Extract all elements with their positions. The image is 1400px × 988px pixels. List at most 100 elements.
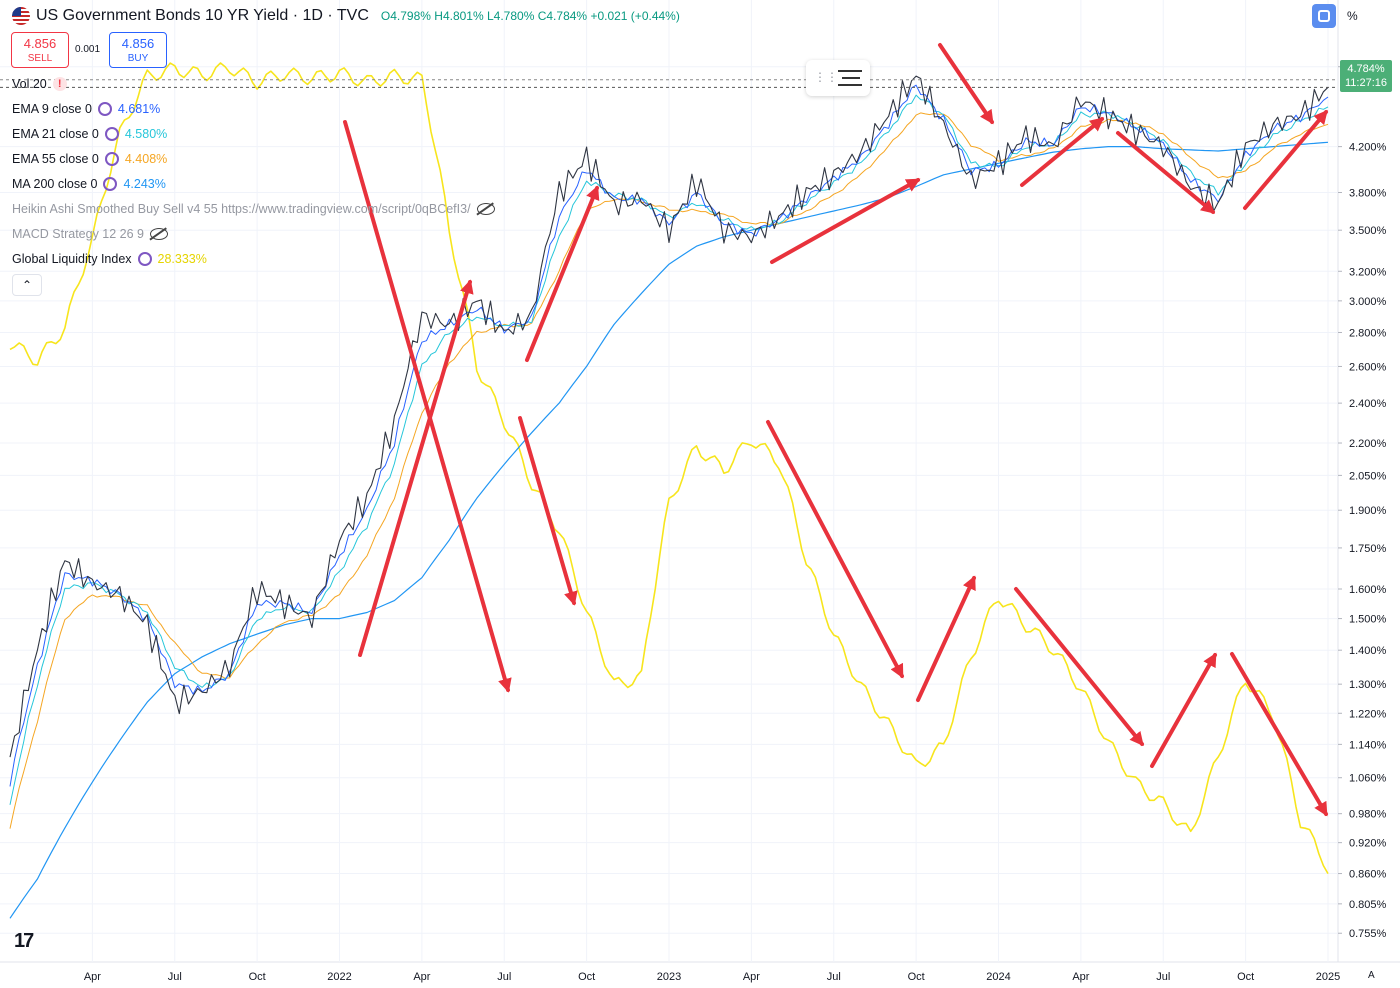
open-value: O4.798%: [380, 9, 431, 23]
series-layer: [0, 62, 1338, 919]
y-tick-label: 1.500%: [1349, 614, 1387, 626]
y-tick-label: 2.600%: [1349, 361, 1387, 373]
legend-macd[interactable]: MACD Strategy 12 26 9: [12, 227, 169, 241]
ma200-series: [9, 141, 1329, 919]
y-tick-label: 2.050%: [1349, 470, 1387, 482]
y-tick-label: 0.755%: [1349, 928, 1387, 940]
warning-icon[interactable]: !: [52, 77, 67, 91]
annotation-arrow: [770, 178, 921, 264]
object-tree-icon[interactable]: [838, 70, 862, 86]
ema9-series: [9, 84, 1329, 787]
low-value: L4.780%: [487, 9, 535, 23]
y-tick-label: 1.750%: [1349, 543, 1387, 555]
x-tick-label: Oct: [1237, 971, 1254, 983]
scale-mode-button[interactable]: [1312, 4, 1336, 28]
ema9-label: EMA 9 close 0: [12, 102, 92, 116]
annotation-arrow: [1014, 587, 1144, 747]
buy-price: 4.856: [121, 36, 155, 51]
sell-button[interactable]: 4.856 SELL: [11, 32, 69, 68]
annotation-arrow: [938, 43, 994, 125]
y-tick-label: 3.000%: [1349, 296, 1387, 308]
hidden-eye-icon[interactable]: [150, 228, 169, 240]
bar-countdown: 11:27:16: [1344, 77, 1387, 89]
y-tick-label: 2.200%: [1349, 438, 1387, 450]
last-price-value: 4.784%: [1347, 63, 1385, 75]
drag-handle-icon[interactable]: ⋮⋮: [814, 70, 838, 84]
x-tick-label: 2023: [657, 971, 681, 983]
y-tick-label: 3.500%: [1349, 225, 1387, 237]
annotation-arrow: [1243, 109, 1328, 210]
refresh-icon[interactable]: [103, 177, 118, 191]
annotation-arrow: [358, 279, 474, 657]
annotation-arrows: [343, 43, 1328, 817]
ema21-value: 4.580%: [124, 127, 168, 141]
hidden-eye-icon[interactable]: [476, 203, 495, 215]
auto-scale-button[interactable]: A: [1368, 970, 1375, 981]
ma200-value: 4.243%: [123, 177, 166, 191]
legend-ema9[interactable]: EMA 9 close 0 4.681%: [12, 102, 160, 116]
refresh-icon[interactable]: [97, 102, 112, 116]
ema55-value: 4.408%: [124, 152, 168, 166]
y-tick-label: 0.805%: [1349, 899, 1387, 911]
ema55-series: [9, 112, 1329, 829]
x-tick-label: Apr: [84, 971, 101, 983]
ma200-label: MA 200 close 0: [12, 177, 98, 191]
legend-ema21[interactable]: EMA 21 close 0 4.580%: [12, 127, 167, 141]
floating-toolbar[interactable]: ⋮⋮: [806, 60, 870, 96]
y-tick-label: 4.200%: [1349, 142, 1387, 154]
x-tick-label: Jul: [168, 971, 182, 983]
y-tick-label: 0.920%: [1349, 838, 1387, 850]
sell-label: SELL: [27, 53, 53, 64]
y-tick-label: 0.860%: [1349, 869, 1387, 881]
gli-label: Global Liquidity Index: [12, 252, 132, 266]
annotation-arrow: [1020, 117, 1105, 187]
legend-vol[interactable]: Vol 20 !: [12, 77, 67, 91]
annotation-arrow: [1230, 652, 1328, 817]
high-value: H4.801%: [434, 9, 484, 23]
price-scale[interactable]: 5.000%4.200%3.800%3.500%3.200%3.000%2.80…: [1338, 62, 1387, 941]
gli-value: 28.333%: [157, 252, 207, 266]
y-tick-label: 1.220%: [1349, 708, 1387, 720]
y-tick-label: 0.980%: [1349, 809, 1387, 821]
tradingview-logo[interactable]: 17: [14, 930, 34, 952]
y-tick-label: 1.400%: [1349, 645, 1387, 657]
ema9-value: 4.681%: [117, 102, 161, 116]
us-flag-icon: [12, 7, 30, 25]
vol-label: Vol 20: [12, 77, 47, 91]
refresh-icon[interactable]: [104, 127, 119, 141]
gli-series: [9, 62, 1329, 874]
last-price-label: 4.784% 11:27:16: [1340, 60, 1392, 92]
macd-label: MACD Strategy 12 26 9: [12, 227, 145, 241]
symbol-header[interactable]: US Government Bonds 10 YR Yield · 1D · T…: [12, 6, 680, 26]
grid-lines: [0, 0, 1400, 963]
y-tick-label: 1.300%: [1349, 679, 1387, 691]
x-tick-label: 2025: [1316, 971, 1340, 983]
legend-heikin[interactable]: Heikin Ashi Smoothed Buy Sell v4 55 http…: [12, 202, 495, 216]
refresh-icon[interactable]: [104, 152, 119, 166]
x-tick-label: Oct: [578, 971, 595, 983]
buy-label: BUY: [127, 53, 149, 64]
y-tick-label: 1.060%: [1349, 773, 1387, 785]
heikin-label: Heikin Ashi Smoothed Buy Sell v4 55 http…: [12, 202, 471, 216]
legend-gli[interactable]: Global Liquidity Index 28.333%: [12, 252, 207, 266]
legend-ema55[interactable]: EMA 55 close 0 4.408%: [12, 152, 167, 166]
annotation-arrow: [525, 185, 600, 362]
y-tick-label: 1.600%: [1349, 584, 1387, 596]
spread-value: 0.001: [75, 44, 101, 55]
legend-ma200[interactable]: MA 200 close 0 4.243%: [12, 177, 166, 191]
ohlc-readout: O4.798% H4.801% L4.780% C4.784% +0.021 (…: [381, 9, 680, 23]
annotation-arrow: [343, 120, 512, 693]
x-tick-label: Apr: [1072, 971, 1089, 983]
percent-scale-label[interactable]: %: [1347, 9, 1358, 23]
collapse-legend-button[interactable]: ⌃: [12, 274, 42, 296]
x-tick-label: Apr: [743, 971, 760, 983]
symbol-title[interactable]: US Government Bonds 10 YR Yield · 1D · T…: [36, 7, 369, 24]
annotation-arrow: [518, 416, 578, 606]
time-axis[interactable]: Apr Jul Oct 2022 Apr Jul Oct 2023 Apr Jul Oct 2024 A…: [84, 971, 1340, 983]
buy-button[interactable]: 4.856 BUY: [109, 32, 167, 68]
x-tick-label: Jul: [827, 971, 841, 983]
y-tick-label: 1.900%: [1349, 505, 1387, 517]
x-tick-label: Oct: [249, 971, 266, 983]
refresh-icon[interactable]: [137, 252, 152, 266]
